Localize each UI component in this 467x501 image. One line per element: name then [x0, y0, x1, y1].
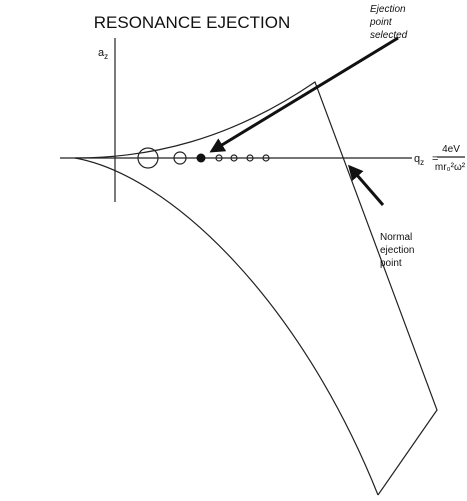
lower-boundary [74, 157, 379, 496]
ion-orbit [215, 154, 223, 162]
arrow [209, 36, 399, 153]
upper-boundary [74, 81, 438, 496]
annotation-line: selected [370, 30, 408, 41]
y-axis-label: az [98, 47, 108, 61]
label-sub: z [420, 158, 424, 167]
annotation-line: Normal [380, 232, 412, 243]
arrow [348, 164, 385, 206]
ion-orbit [262, 154, 270, 162]
ejection-point [196, 153, 206, 163]
ion-orbit [246, 154, 254, 162]
annotation-line: ejection [380, 245, 414, 256]
numerator: 4eV [442, 144, 460, 155]
x-axis-label: qz [414, 153, 424, 167]
annotation-line: point [369, 17, 393, 28]
label-main: a [98, 47, 105, 59]
label-main: q [414, 153, 420, 165]
equals: = [432, 153, 438, 165]
title: RESONANCE EJECTION [94, 13, 290, 32]
annotation: Ejection point selected [369, 4, 408, 41]
ion-orbit [137, 147, 159, 169]
denominator: mr₀²ω² [435, 162, 466, 173]
annotation: Normal ejection point [380, 232, 417, 269]
ion-orbit [173, 151, 187, 165]
annotation-line: Ejection [370, 4, 406, 15]
ion-orbit [230, 154, 238, 162]
label-sub: z [104, 52, 108, 61]
annotation-line: point [380, 258, 402, 269]
